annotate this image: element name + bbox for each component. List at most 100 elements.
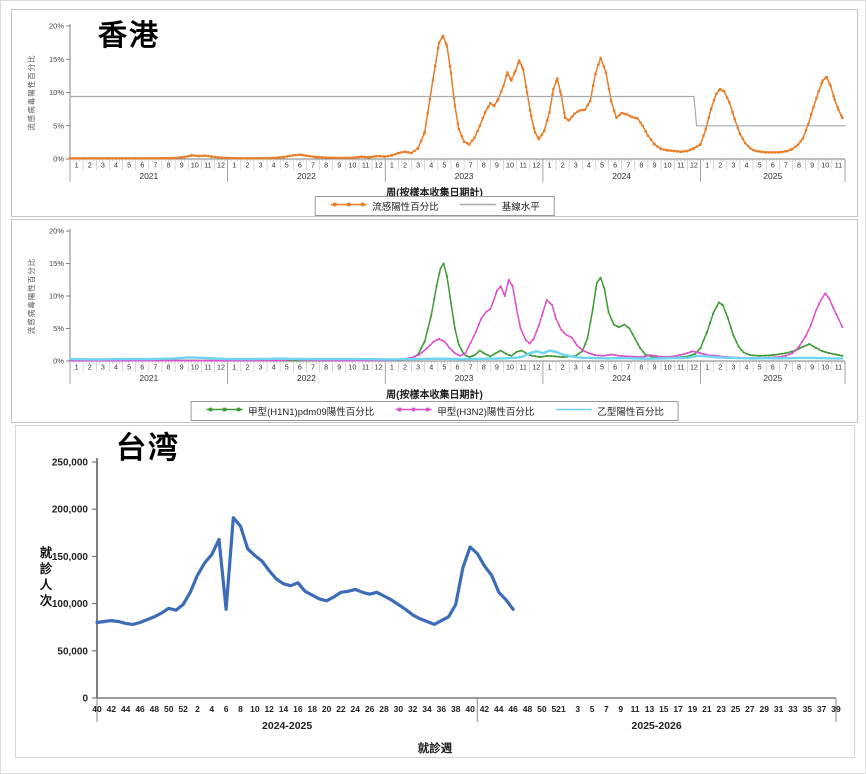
svg-text:2: 2 bbox=[88, 363, 92, 372]
svg-text:4: 4 bbox=[429, 363, 433, 372]
svg-text:7: 7 bbox=[626, 161, 630, 170]
svg-text:0%: 0% bbox=[53, 155, 64, 164]
svg-text:診: 診 bbox=[40, 561, 53, 576]
svg-text:9: 9 bbox=[653, 363, 657, 372]
svg-text:36: 36 bbox=[437, 704, 447, 714]
svg-text:10: 10 bbox=[250, 704, 260, 714]
svg-text:9: 9 bbox=[810, 161, 814, 170]
svg-text:5: 5 bbox=[600, 161, 604, 170]
svg-text:38: 38 bbox=[451, 704, 461, 714]
hk-flu-positivity-chart-panel: 0% 5% 10% 15% 20% 流感病毒陽性百分比 1 2 3 4 5 6 7 8 9 10 11 12 1 2 3… bbox=[11, 9, 858, 217]
svg-text:5: 5 bbox=[285, 363, 289, 372]
svg-text:7: 7 bbox=[311, 161, 315, 170]
svg-text:5: 5 bbox=[758, 363, 762, 372]
svg-text:3: 3 bbox=[101, 161, 105, 170]
svg-text:11: 11 bbox=[677, 363, 684, 372]
svg-text:2021: 2021 bbox=[139, 171, 158, 181]
svg-text:9: 9 bbox=[495, 363, 499, 372]
legend-label: 基線水平 bbox=[501, 202, 540, 213]
svg-text:6: 6 bbox=[298, 161, 302, 170]
svg-text:5: 5 bbox=[442, 161, 446, 170]
svg-text:1: 1 bbox=[232, 161, 236, 170]
baseline-line-swatch-icon bbox=[459, 200, 497, 212]
svg-text:5: 5 bbox=[127, 363, 131, 372]
svg-text:6: 6 bbox=[771, 161, 775, 170]
svg-text:7: 7 bbox=[469, 363, 473, 372]
svg-text:7: 7 bbox=[469, 161, 473, 170]
svg-text:4: 4 bbox=[272, 363, 276, 372]
svg-text:3: 3 bbox=[574, 161, 578, 170]
svg-text:6: 6 bbox=[456, 161, 460, 170]
svg-text:1: 1 bbox=[547, 161, 551, 170]
svg-text:10%: 10% bbox=[49, 292, 64, 301]
svg-text:3: 3 bbox=[731, 363, 735, 372]
svg-text:18: 18 bbox=[308, 704, 318, 714]
hk-chart-title: 香港 bbox=[98, 20, 161, 52]
svg-text:10: 10 bbox=[348, 363, 356, 372]
svg-text:48: 48 bbox=[150, 704, 160, 714]
svg-text:2024: 2024 bbox=[612, 373, 631, 383]
svg-text:12: 12 bbox=[264, 704, 274, 714]
svg-text:8: 8 bbox=[797, 363, 801, 372]
svg-text:15: 15 bbox=[659, 704, 669, 714]
svg-text:8: 8 bbox=[639, 161, 643, 170]
hk2-legend: 甲型(H1N1)pdm09陽性百分比 甲型(H3N2)陽性百分比 乙型陽性百分比 bbox=[190, 401, 679, 421]
svg-text:9: 9 bbox=[337, 161, 341, 170]
svg-text:52: 52 bbox=[178, 704, 188, 714]
svg-text:2: 2 bbox=[561, 363, 565, 372]
svg-text:6: 6 bbox=[613, 161, 617, 170]
svg-text:次: 次 bbox=[40, 593, 53, 608]
svg-text:2: 2 bbox=[718, 161, 722, 170]
svg-text:2023: 2023 bbox=[455, 171, 474, 181]
svg-text:人: 人 bbox=[40, 577, 53, 592]
legend-item-baseline: 基線水平 bbox=[459, 199, 540, 213]
svg-text:35: 35 bbox=[803, 704, 813, 714]
legend-label: 流感陽性百分比 bbox=[372, 202, 439, 213]
svg-text:5: 5 bbox=[442, 363, 446, 372]
svg-text:12: 12 bbox=[375, 161, 383, 170]
svg-text:34: 34 bbox=[422, 704, 432, 714]
svg-text:31: 31 bbox=[774, 704, 784, 714]
svg-text:11: 11 bbox=[835, 363, 842, 372]
svg-text:7: 7 bbox=[784, 161, 788, 170]
svg-text:33: 33 bbox=[788, 704, 798, 714]
svg-text:0%: 0% bbox=[53, 357, 64, 366]
svg-text:9: 9 bbox=[495, 161, 499, 170]
svg-text:7: 7 bbox=[153, 161, 157, 170]
hk1-x-axis-title: 周(按樣本收集日期計) bbox=[386, 188, 483, 199]
svg-text:1: 1 bbox=[390, 161, 394, 170]
svg-text:11: 11 bbox=[362, 363, 369, 372]
svg-text:3: 3 bbox=[574, 363, 578, 372]
svg-text:8: 8 bbox=[238, 704, 243, 714]
svg-text:2: 2 bbox=[561, 161, 565, 170]
svg-text:2: 2 bbox=[245, 363, 249, 372]
svg-text:50,000: 50,000 bbox=[57, 646, 88, 657]
legend-item-h3n2: 甲型(H3N2)陽性百分比 bbox=[394, 404, 534, 418]
svg-text:21: 21 bbox=[702, 704, 712, 714]
svg-text:4: 4 bbox=[429, 161, 433, 170]
svg-text:10: 10 bbox=[664, 161, 672, 170]
svg-text:5%: 5% bbox=[53, 121, 64, 130]
legend-item-type-b: 乙型陽性百分比 bbox=[554, 404, 664, 418]
svg-text:7: 7 bbox=[311, 363, 315, 372]
legend-item-h1n1: 甲型(H1N1)pdm09陽性百分比 bbox=[205, 404, 374, 418]
svg-text:11: 11 bbox=[204, 363, 211, 372]
svg-text:29: 29 bbox=[760, 704, 770, 714]
svg-text:9: 9 bbox=[180, 363, 184, 372]
svg-text:9: 9 bbox=[810, 363, 814, 372]
svg-text:32: 32 bbox=[408, 704, 418, 714]
hk-flu-subtypes-chart-panel: 0% 5% 10% 15% 20% 流感病毒陽性百分比 1 2 3 4 5 6 7 8 9 10 11 12 1 2 3… bbox=[11, 219, 858, 423]
svg-text:12: 12 bbox=[532, 363, 540, 372]
svg-text:8: 8 bbox=[482, 363, 486, 372]
hk1-legend: 流感陽性百分比 基線水平 bbox=[314, 196, 555, 216]
svg-text:2: 2 bbox=[195, 704, 200, 714]
svg-text:16: 16 bbox=[293, 704, 303, 714]
svg-text:1: 1 bbox=[705, 363, 709, 372]
svg-text:2025: 2025 bbox=[763, 373, 782, 383]
svg-text:5: 5 bbox=[758, 161, 762, 170]
svg-text:22: 22 bbox=[336, 704, 346, 714]
svg-text:3: 3 bbox=[416, 161, 420, 170]
